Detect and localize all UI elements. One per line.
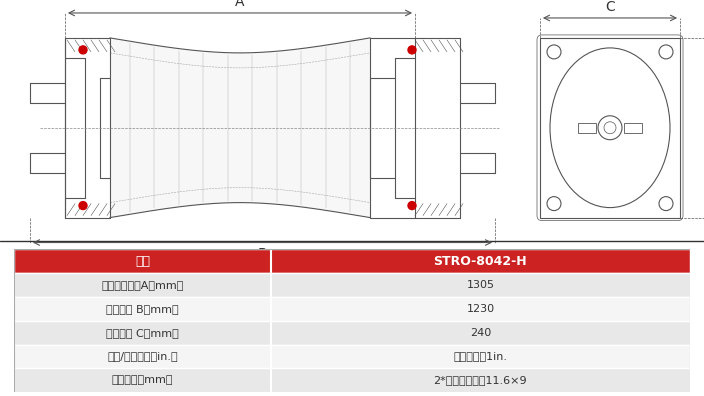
Bar [14,368,690,392]
Text: 卡箍式接口1in.: 卡箍式接口1in. [453,351,508,362]
Text: 型号: 型号 [135,255,150,268]
Text: 进水/浓水接口（in.）: 进水/浓水接口（in.） [107,351,178,362]
Text: 膜组件拉杆长A（mm）: 膜组件拉杆长A（mm） [101,280,184,290]
Text: C: C [605,0,615,14]
Circle shape [408,202,416,209]
Text: STRO-8042-H: STRO-8042-H [434,255,527,268]
Circle shape [408,46,416,54]
Bar [14,297,690,321]
Text: 法兰间距 B（mm）: 法兰间距 B（mm） [106,304,179,314]
Text: 1230: 1230 [466,304,494,314]
Bar [624,123,642,133]
Text: B: B [258,247,268,261]
Text: 2*软管快速接口11.6×9: 2*软管快速接口11.6×9 [434,375,527,385]
Circle shape [79,202,87,209]
Bar [14,321,690,345]
Text: 1305: 1305 [467,280,494,290]
Bar [14,273,690,297]
Polygon shape [110,38,370,217]
Text: A: A [235,0,245,9]
Text: 法兰宽度 C（mm）: 法兰宽度 C（mm） [106,327,179,338]
Bar [14,345,690,368]
Bar [14,249,690,273]
Text: 产水接口（mm）: 产水接口（mm） [112,375,173,385]
Text: 240: 240 [470,327,491,338]
Bar [578,123,596,133]
Bar [540,38,680,217]
Circle shape [79,46,87,54]
